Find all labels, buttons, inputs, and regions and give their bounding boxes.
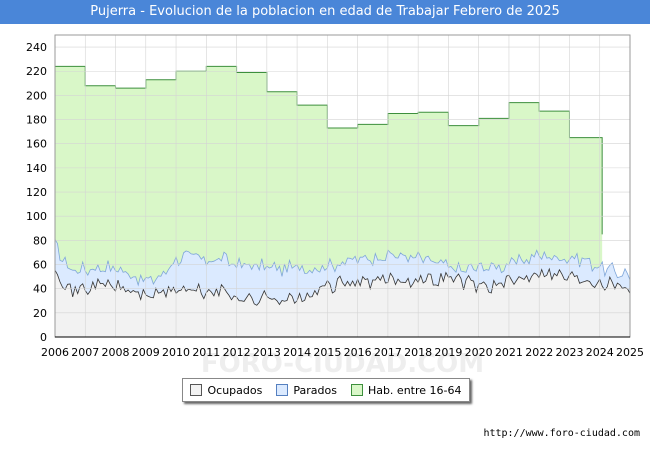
series-line-ocupados	[54, 267, 631, 306]
x-tick-label: 2024	[586, 346, 614, 359]
legend-label-hab: Hab. entre 16-64	[367, 383, 462, 397]
legend-label-ocupados: Ocupados	[207, 383, 263, 397]
x-tick-label: 2012	[223, 346, 251, 359]
legend-item-parados: Parados	[276, 384, 337, 397]
y-tick-label: 20	[33, 307, 47, 320]
y-tick-label: 80	[33, 234, 47, 247]
y-tick-label: 60	[33, 259, 47, 272]
x-tick-label: 2015	[313, 346, 341, 359]
watermark: FORO-CIUDAD.COM	[201, 349, 484, 379]
x-tick-label: 2013	[253, 346, 281, 359]
x-tick-label: 2011	[192, 346, 220, 359]
x-tick-label: 2019	[434, 346, 462, 359]
x-tick-label: 2009	[132, 346, 160, 359]
y-tick-label: 200	[26, 89, 47, 102]
y-tick-label: 180	[26, 114, 47, 127]
x-tick-label: 2018	[404, 346, 432, 359]
legend-swatch-parados	[276, 384, 289, 396]
legend-item-hab: Hab. entre 16-64	[350, 383, 462, 397]
x-tick-label: 2017	[374, 346, 402, 359]
x-tick-label: 2023	[555, 346, 583, 359]
y-tick-label: 100	[26, 210, 47, 223]
y-tick-label: 220	[26, 65, 47, 78]
legend-item-ocupados: Ocupados	[190, 384, 262, 397]
x-tick-label: 2008	[102, 346, 130, 359]
legend: Ocupados Parados Hab. entre 16-64	[182, 378, 470, 402]
y-tick-label: 140	[26, 162, 47, 175]
source-url: http://www.foro-ciudad.com	[483, 428, 640, 439]
y-tick-label: 40	[33, 283, 47, 296]
x-tick-label: 2014	[283, 346, 311, 359]
x-tick-label: 2025	[616, 346, 644, 359]
legend-swatch-hab	[350, 384, 363, 396]
legend-label-parados: Parados	[293, 383, 337, 397]
y-tick-label: 240	[26, 41, 47, 54]
y-tick-label: 160	[26, 138, 47, 151]
series-line-parados	[54, 239, 631, 287]
x-tick-label: 2020	[465, 346, 493, 359]
chart-title: Pujerra - Evolucion de la poblacion en e…	[0, 0, 650, 24]
x-tick-label: 2006	[41, 346, 69, 359]
x-tick-label: 2021	[495, 346, 523, 359]
legend-swatch-ocupados	[190, 384, 203, 396]
x-tick-label: 2010	[162, 346, 190, 359]
x-tick-label: 2016	[344, 346, 372, 359]
x-tick-label: 2007	[71, 346, 99, 359]
x-tick-label: 2022	[525, 346, 553, 359]
y-tick-label: 120	[26, 186, 47, 199]
y-tick-label: 0	[40, 331, 47, 344]
